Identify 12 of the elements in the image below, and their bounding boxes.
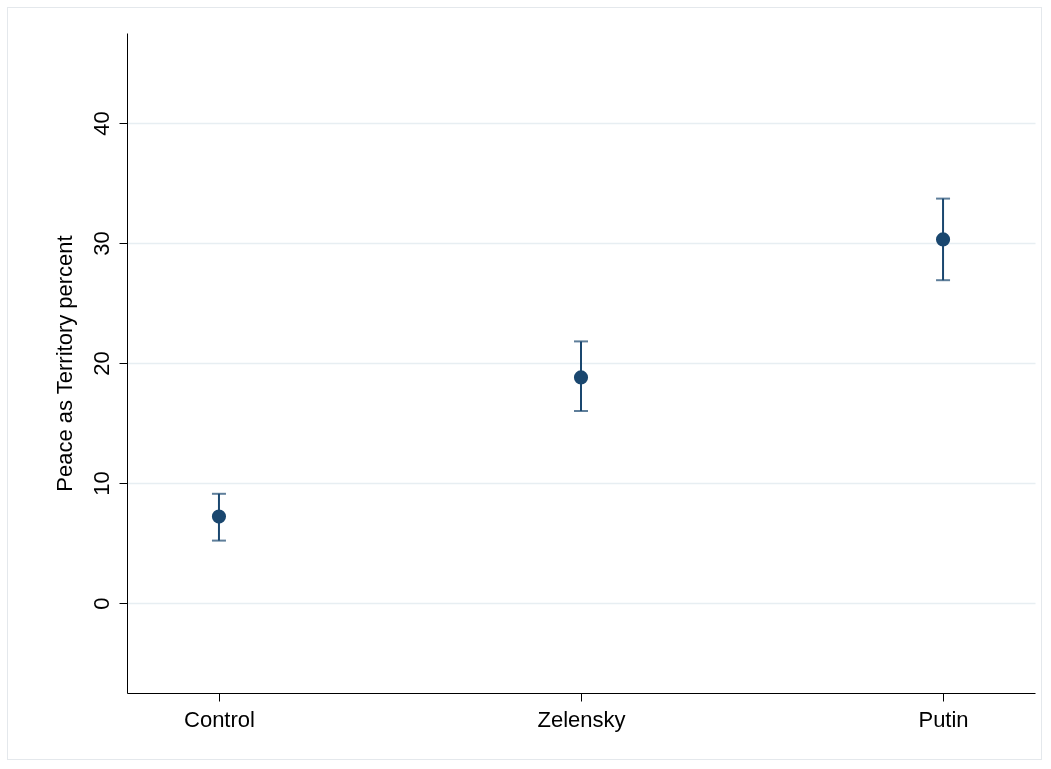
x-tick-label: Control (184, 706, 255, 732)
point (935, 232, 951, 247)
y-tick-label: 0 (88, 597, 114, 610)
y-tick-label: 10 (88, 471, 114, 496)
point (573, 370, 589, 385)
y-tick-label: 20 (88, 351, 114, 376)
y-axis-title: Peace as Territory percent (51, 235, 77, 492)
y-tick-label: 40 (88, 111, 114, 136)
point (211, 509, 227, 524)
x-tick-label: Zelensky (537, 706, 626, 732)
y-tick-label: 30 (88, 231, 114, 256)
x-tick-label: Putin (918, 706, 969, 732)
